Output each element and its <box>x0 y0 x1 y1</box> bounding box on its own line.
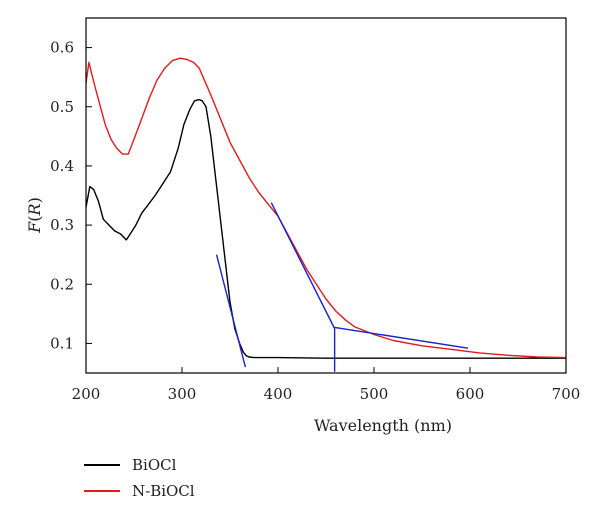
baseline-nbiocl <box>334 326 469 349</box>
x-tick-label-200: 200 <box>72 385 101 403</box>
legend-swatch-biocl <box>84 464 120 466</box>
y-tick-label-1: 0.2 <box>50 275 74 293</box>
y-tick-label-4: 0.5 <box>50 98 74 116</box>
legend-label-biocl: BiOCl <box>132 456 177 474</box>
legend-item-nbiocl: N-BiOCl <box>84 478 195 504</box>
series-line-biocl <box>86 98 566 359</box>
legend-swatch-nbiocl <box>84 490 120 492</box>
legend-label-nbiocl: N-BiOCl <box>132 482 195 500</box>
legend-item-biocl: BiOCl <box>84 452 195 478</box>
plot-area: 200 300 400 500 600 700 0.1 0.2 0.3 0.4 0.5 0.6 <box>50 17 581 403</box>
x-tick-label-300: 300 <box>168 385 197 403</box>
y-tick-label-3: 0.4 <box>50 157 74 175</box>
x-tick-label-700: 700 <box>552 385 581 403</box>
tangent-nbiocl-slope <box>270 202 336 329</box>
x-tick-label-500: 500 <box>360 385 389 403</box>
plot-frame <box>85 17 567 374</box>
x-tick-label-400: 400 <box>264 385 293 403</box>
x-tick-label-600: 600 <box>456 385 485 403</box>
y-axis-title: F(R) <box>25 197 44 234</box>
tangent-biocl <box>215 254 247 368</box>
x-axis-title: Wavelength (nm) <box>314 416 452 435</box>
y-tick-label-2: 0.3 <box>50 216 74 234</box>
y-tick-label-5: 0.6 <box>50 39 74 57</box>
y-tick-label-0: 0.1 <box>50 334 74 352</box>
legend: BiOCl N-BiOCl <box>84 452 195 504</box>
